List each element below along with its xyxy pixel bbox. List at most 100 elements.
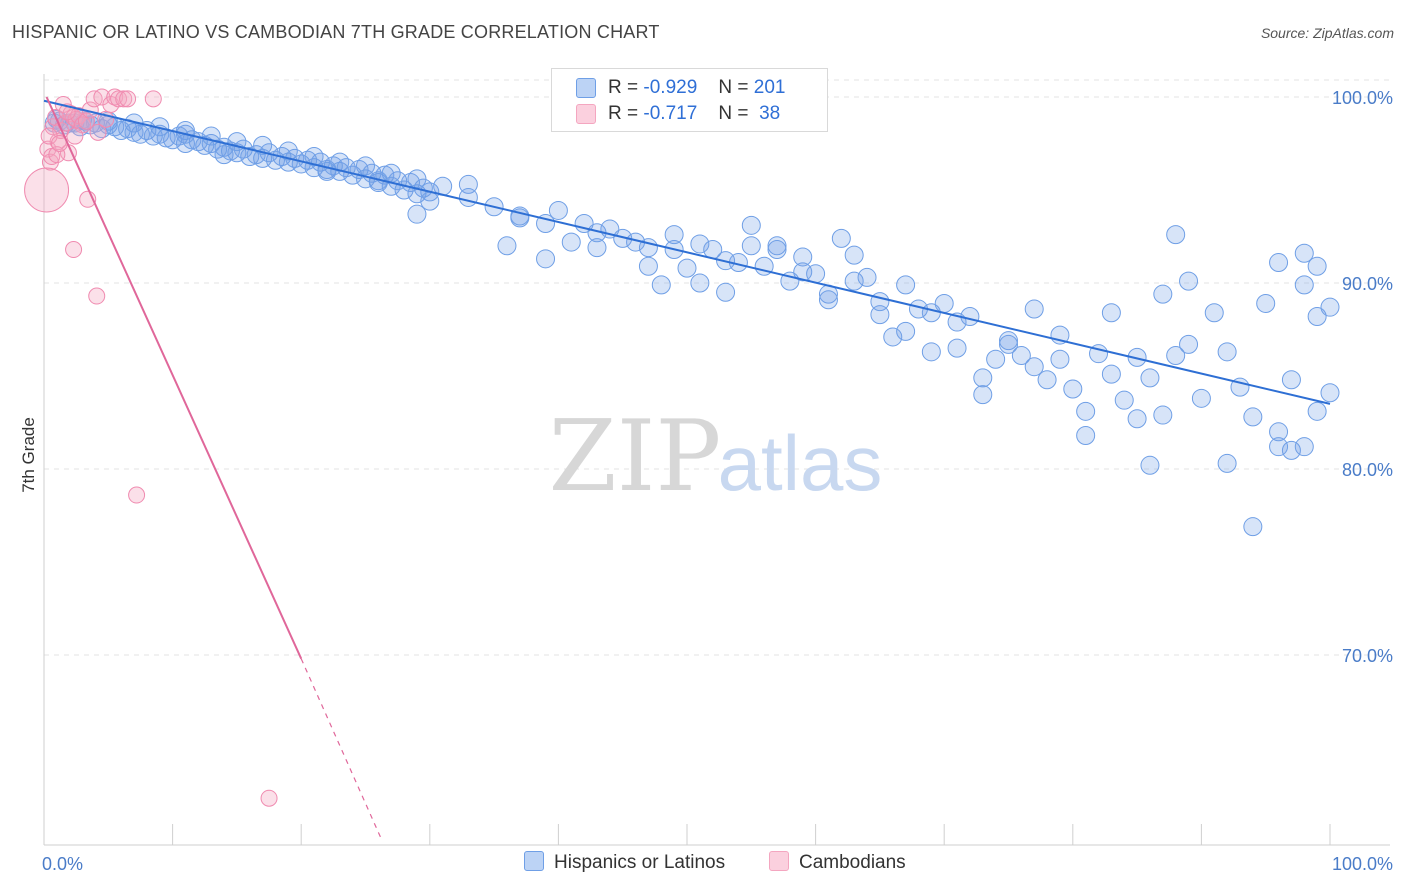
data-point-cambodian [66, 127, 84, 145]
data-point-hispanic [986, 349, 1006, 369]
data-point-hispanic [1307, 256, 1327, 276]
data-point-cambodian [48, 146, 66, 164]
legend-swatch-hispanic [576, 78, 596, 98]
data-point-hispanic [1294, 437, 1314, 457]
data-point-hispanic [1307, 401, 1327, 421]
data-point-hispanic [793, 262, 813, 282]
bottom-legend-label-hispanic: Hispanics or Latinos [554, 852, 726, 873]
bottom-legend-swatch-cambodian [769, 851, 789, 871]
data-point-hispanic [253, 135, 273, 155]
data-point-hispanic [767, 240, 787, 260]
data-point-hispanic [381, 163, 401, 183]
data-point-cambodian [24, 167, 70, 213]
data-point-hispanic [1166, 225, 1186, 245]
trend-lines [43, 96, 1331, 842]
data-point-hispanic [548, 200, 568, 220]
data-point-hispanic [1076, 426, 1096, 446]
data-point-hispanic [356, 156, 375, 176]
data-point-cambodian [260, 789, 278, 807]
bottom-legend-cambodian: Cambodians [769, 851, 906, 874]
data-point-hispanic [1217, 453, 1237, 473]
data-point-hispanic [716, 282, 736, 302]
data-point-hispanic [1230, 377, 1250, 397]
data-point-hispanic [587, 238, 607, 258]
data-point-hispanic [1037, 370, 1057, 390]
data-point-hispanic [1243, 407, 1263, 427]
data-point-cambodian [88, 287, 106, 305]
legend-r-label: R = [608, 77, 639, 98]
axes [43, 74, 1390, 846]
data-point-hispanic [896, 321, 916, 341]
legend-r-label: R = [608, 103, 639, 124]
data-point-hispanic [1294, 243, 1314, 263]
trend-line-cambodian [45, 96, 303, 660]
data-point-hispanic [844, 271, 864, 291]
data-point-hispanic [947, 338, 967, 358]
data-point-hispanic [1281, 370, 1301, 390]
series-cambodian-points [24, 88, 278, 807]
data-point-hispanic [1256, 293, 1276, 313]
watermark: ZIP atlas [549, 400, 883, 514]
data-point-cambodian [65, 241, 83, 259]
data-point-hispanic [1191, 388, 1211, 408]
legend-swatch-cambodian [576, 104, 596, 124]
data-point-hispanic [175, 120, 195, 140]
data-point-hispanic [638, 256, 658, 276]
data-point-cambodian [89, 123, 107, 141]
data-point-hispanic [1050, 349, 1070, 369]
data-point-hispanic [458, 174, 478, 194]
legend-r-value: -0.717 [643, 103, 698, 124]
y-tick-label: 80.0% [1342, 460, 1393, 480]
data-point-hispanic [741, 215, 761, 235]
data-point-hispanic [304, 147, 324, 167]
data-point-hispanic [921, 342, 941, 362]
data-point-hispanic [664, 225, 684, 245]
grid-lines [44, 79, 1390, 656]
data-point-hispanic [741, 236, 761, 256]
chart-title: HISPANIC OR LATINO VS CAMBODIAN 7TH GRAD… [12, 22, 660, 42]
data-point-hispanic [1063, 379, 1083, 399]
y-tick-label: 100.0% [1332, 88, 1393, 108]
bottom-legend-swatch-hispanic [524, 851, 544, 871]
data-point-hispanic [1101, 303, 1121, 323]
data-point-hispanic [536, 249, 556, 269]
data-point-hispanic [934, 293, 954, 313]
data-point-cambodian [144, 90, 162, 108]
x-tick-label: 100.0% [1332, 854, 1393, 874]
y-tick-label: 70.0% [1342, 646, 1393, 666]
data-point-hispanic [1153, 284, 1173, 304]
data-point-hispanic [857, 267, 877, 287]
data-point-hispanic [677, 258, 697, 278]
bottom-legend-label-cambodian: Cambodians [799, 852, 906, 873]
data-point-hispanic [1101, 364, 1121, 384]
legend-n-value: 38 [759, 103, 781, 124]
data-point-hispanic [651, 275, 671, 295]
data-point-hispanic [870, 305, 890, 325]
data-point-hispanic [883, 327, 903, 347]
data-point-hispanic [831, 228, 851, 248]
data-point-hispanic [1281, 440, 1301, 460]
data-point-cambodian [115, 90, 133, 108]
data-point-hispanic [1294, 275, 1314, 295]
data-point-hispanic [1320, 297, 1340, 317]
data-point-hispanic [1269, 422, 1289, 442]
data-point-hispanic [690, 234, 710, 254]
data-point-hispanic [536, 213, 556, 233]
data-point-hispanic [973, 385, 993, 405]
data-point-hispanic [1024, 357, 1044, 377]
data-point-cambodian [119, 90, 137, 108]
data-point-hispanic [690, 273, 710, 293]
data-point-cambodian [128, 486, 146, 504]
source-label: Source: ZipAtlas.com [1260, 25, 1394, 41]
data-point-hispanic [561, 232, 581, 252]
data-point-hispanic [278, 141, 298, 161]
data-point-hispanic [1127, 409, 1147, 429]
tick-labels: 100.0% 90.0% 80.0% 70.0% 0.0% 100.0% [42, 88, 1393, 874]
legend-n-value: 201 [753, 77, 786, 98]
data-point-hispanic [1269, 253, 1289, 273]
data-point-hispanic [1140, 368, 1160, 388]
data-point-hispanic [1153, 405, 1173, 425]
legend-n-label: N = [718, 103, 749, 124]
data-point-hispanic [973, 368, 993, 388]
data-point-hispanic [214, 145, 234, 165]
